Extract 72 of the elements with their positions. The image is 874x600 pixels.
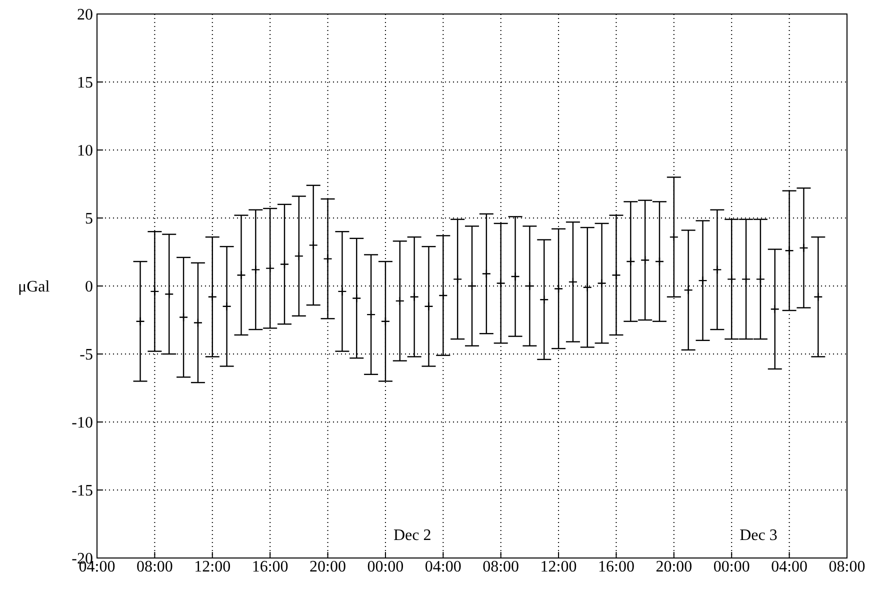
- point: [597, 278, 606, 288]
- point: [496, 278, 506, 288]
- point: [178, 312, 188, 322]
- y-tick-label: 0: [85, 278, 93, 296]
- point: [568, 277, 578, 287]
- point: [482, 269, 492, 278]
- point: [308, 240, 318, 250]
- point: [366, 310, 376, 320]
- point: [712, 265, 722, 274]
- point: [150, 286, 160, 296]
- annotation: Dec 2: [393, 527, 432, 544]
- point: [136, 316, 145, 326]
- point: [654, 256, 664, 266]
- point: [684, 285, 693, 295]
- x-tick-label: 04:00: [424, 558, 462, 576]
- point: [424, 302, 434, 311]
- point: [640, 256, 650, 265]
- point: [438, 290, 448, 300]
- point: [380, 316, 390, 326]
- point: [727, 274, 736, 284]
- point: [582, 282, 592, 292]
- annotation: Dec 3: [740, 527, 778, 544]
- point: [294, 251, 304, 261]
- point: [770, 304, 780, 314]
- point: [236, 270, 246, 280]
- point: [698, 276, 708, 286]
- point: [554, 284, 564, 294]
- point: [525, 281, 534, 291]
- x-tick-label: 20:00: [656, 558, 692, 576]
- point: [352, 294, 362, 303]
- point: [626, 256, 636, 266]
- x-tick-label: 16:00: [252, 558, 288, 576]
- point: [467, 281, 477, 291]
- x-tick-label: 16:00: [598, 558, 634, 576]
- point: [612, 270, 621, 280]
- point: [510, 272, 520, 282]
- y-tick-label: -10: [72, 414, 93, 432]
- y-tick-label: -15: [72, 482, 93, 500]
- point: [164, 290, 174, 299]
- x-tick-label: 00:00: [713, 558, 750, 576]
- x-tick-label: 12:00: [540, 558, 577, 576]
- point: [251, 265, 260, 274]
- x-tick-label: 08:00: [482, 558, 520, 576]
- point: [395, 296, 404, 306]
- point: [338, 286, 347, 296]
- y-tick-label: -5: [80, 346, 93, 364]
- point: [265, 264, 275, 273]
- point: [669, 232, 679, 242]
- y-tick-label: 15: [77, 74, 93, 92]
- point: [741, 274, 751, 284]
- x-tick-label: 08:00: [136, 558, 173, 576]
- point: [410, 292, 419, 302]
- x-tick-label: 00:00: [367, 558, 404, 576]
- point: [208, 292, 217, 302]
- y-tick-label: 10: [77, 142, 93, 160]
- point: [222, 302, 232, 311]
- y-axis-title: μGal: [18, 278, 50, 296]
- point: [323, 254, 332, 264]
- point: [280, 260, 290, 269]
- point: [193, 318, 203, 328]
- point: [540, 295, 549, 304]
- point: [452, 274, 462, 284]
- point: [784, 246, 794, 256]
- y-tick-label: 20: [77, 6, 93, 24]
- y-tick-label: 5: [85, 210, 93, 228]
- point: [814, 292, 823, 302]
- x-tick-label: 12:00: [194, 558, 231, 576]
- x-tick-label: 20:00: [310, 558, 346, 576]
- x-tick-label: 08:00: [828, 558, 866, 576]
- point: [756, 274, 766, 284]
- x-tick-label: 04:00: [771, 558, 808, 576]
- point: [799, 243, 808, 253]
